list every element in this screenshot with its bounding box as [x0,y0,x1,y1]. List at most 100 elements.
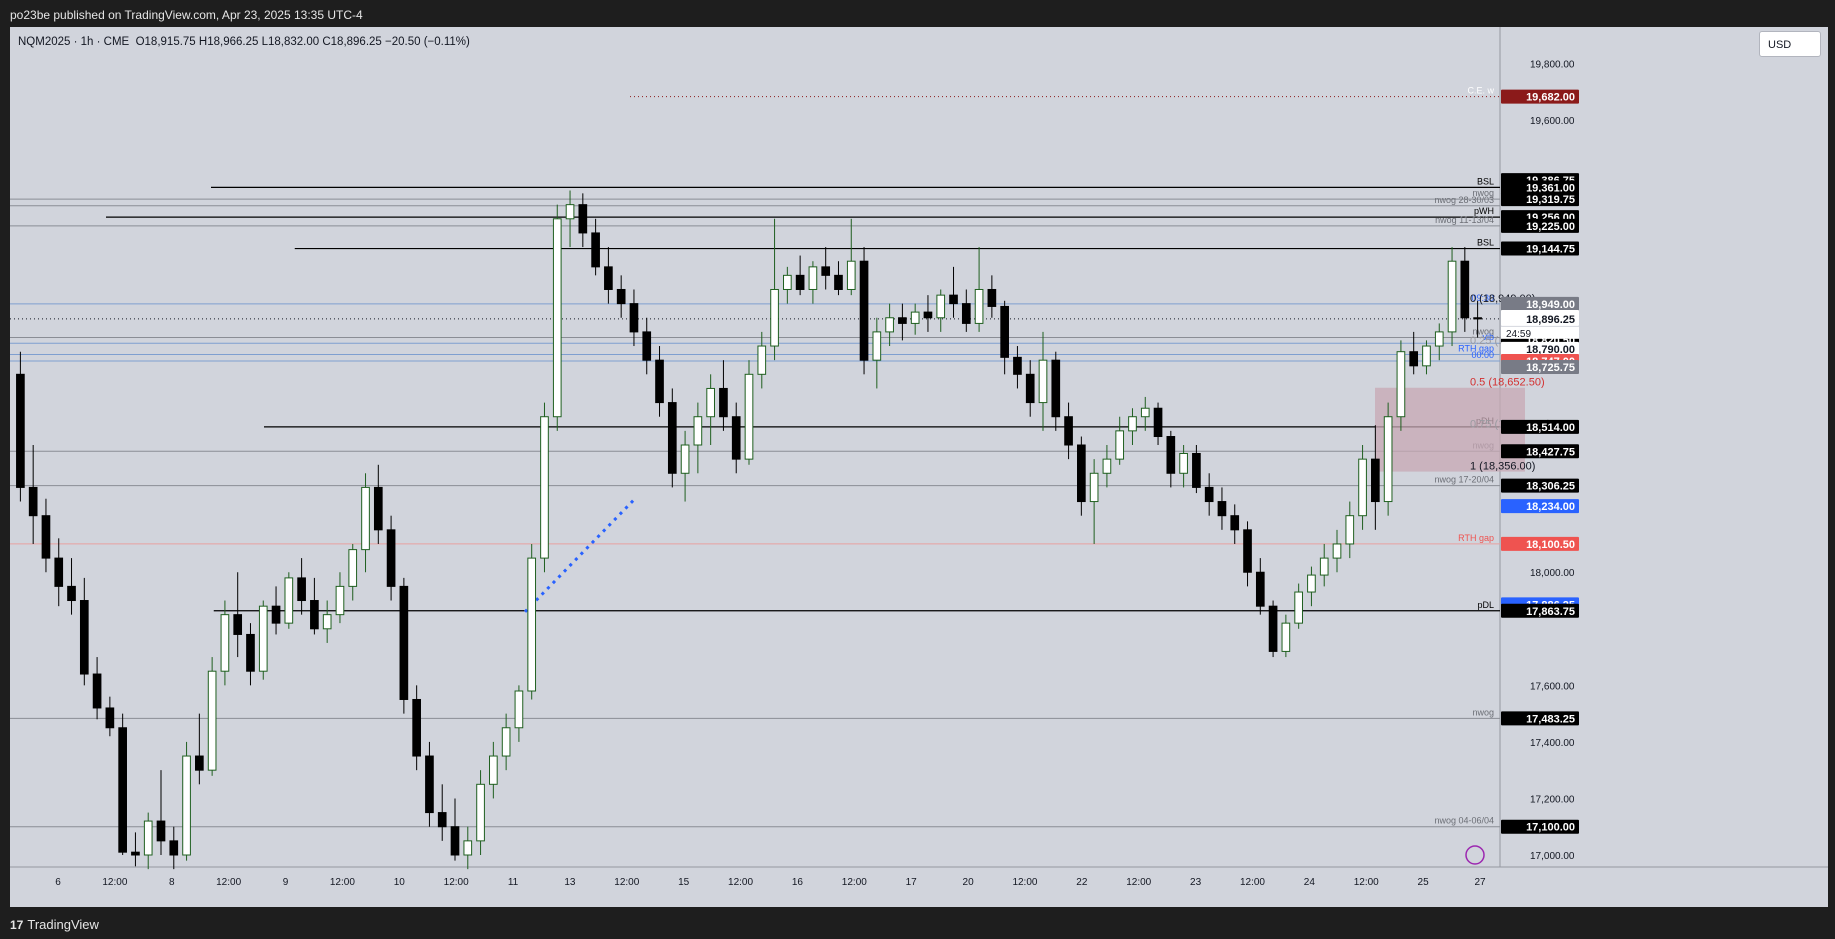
candle-body[interactable] [770,288,779,347]
candle-body[interactable] [667,402,677,474]
candle-body[interactable] [1447,260,1457,333]
price-chart[interactable]: 19,800.00 19,600.00 18,000.00 17,600.00 17,4… [10,27,1828,907]
candle-body[interactable] [1166,436,1176,474]
candle-body[interactable] [552,218,562,418]
candle-body[interactable] [1383,416,1393,503]
candle-body[interactable] [1064,416,1073,446]
candle-body[interactable] [79,600,89,675]
candle-body[interactable] [629,303,639,333]
candle-body[interactable] [1013,356,1022,375]
candle-body[interactable] [501,727,511,757]
candle-body[interactable] [578,204,588,234]
candle-body[interactable] [220,614,230,672]
candle-body[interactable] [1025,373,1035,404]
candle-body[interactable] [936,294,946,319]
price-axis[interactable] [1500,27,1828,907]
candle-body[interactable] [680,444,690,474]
candle-body[interactable] [949,294,958,305]
candle-body[interactable] [527,557,537,692]
candle-body[interactable] [795,274,805,290]
candle-body[interactable] [373,486,383,531]
candle-body[interactable] [834,274,843,290]
candle-body[interactable] [297,577,306,602]
candle-body[interactable] [1396,351,1406,418]
candle-body[interactable] [1192,452,1201,488]
candle-body[interactable] [1115,430,1125,460]
candle-body[interactable] [910,311,920,324]
candle-body[interactable] [706,387,715,418]
candle-body[interactable] [258,605,268,672]
candle-body[interactable] [425,755,434,814]
candle-body[interactable] [616,288,626,305]
candle-body[interactable] [143,820,153,856]
candle-body[interactable] [67,585,76,602]
candle-body[interactable] [1434,331,1444,347]
candle-body[interactable] [105,707,115,729]
candle-body[interactable] [41,515,51,559]
candle-body[interactable] [16,373,25,488]
candle-body[interactable] [1294,591,1303,624]
candle-body[interactable] [642,331,652,361]
chart-area[interactable]: 19,800.00 19,600.00 18,000.00 17,600.00 17,4… [10,27,1828,907]
candle-body[interactable] [1268,605,1278,652]
candle-body[interactable] [169,840,179,856]
candle-body[interactable] [386,529,396,587]
tradingview-logo[interactable]: 17 TradingView [10,917,99,932]
candle-body[interactable] [156,820,166,842]
candle-body[interactable] [783,274,792,290]
candle-body[interactable] [859,260,869,361]
candle-body[interactable] [412,698,421,757]
candle-body[interactable] [399,585,409,700]
candle-body[interactable] [1243,529,1252,573]
candle-body[interactable] [361,486,370,551]
candle-body[interactable] [437,812,447,828]
candle-body[interactable] [271,605,281,624]
candle-body[interactable] [207,670,217,771]
lightning-icon[interactable] [1465,845,1485,865]
candle-body[interactable] [1153,407,1163,438]
candle-body[interactable] [846,260,856,290]
candle-body[interactable] [757,345,767,375]
candle-body[interactable] [335,585,345,616]
candle-body[interactable] [28,486,38,517]
candle-body[interactable] [898,317,907,324]
candle-body[interactable] [310,600,319,630]
candle-body[interactable] [1332,543,1342,559]
symbol-name[interactable]: NQM2025 · 1h · CME [18,36,130,48]
candle-body[interactable] [1217,501,1227,517]
candle-body[interactable] [131,851,140,856]
candle-body[interactable] [923,311,933,319]
candle-body[interactable] [693,416,703,446]
candle-body[interactable] [719,387,728,418]
candle-body[interactable] [808,266,818,290]
candle-body[interactable] [1255,571,1265,607]
candle-body[interactable] [322,614,332,630]
candle-body[interactable] [1371,458,1380,503]
candle-body[interactable] [1179,452,1188,474]
candle-body[interactable] [974,288,984,324]
candle-body[interactable] [1038,359,1048,404]
candle-body[interactable] [284,577,294,624]
candle-body[interactable] [885,317,894,333]
candle-body[interactable] [655,359,664,404]
candle-body[interactable] [872,331,882,361]
candle-body[interactable] [1230,515,1240,531]
candle-body[interactable] [1128,416,1137,432]
candle-body[interactable] [1140,407,1150,418]
candle-body[interactable] [489,755,498,785]
candle-body[interactable] [1460,260,1470,319]
candle-body[interactable] [1102,458,1112,474]
candle-body[interactable] [450,826,460,856]
currency-button[interactable]: USD [1759,31,1821,57]
candle-body[interactable] [1204,486,1214,503]
dotted-trendline[interactable] [523,497,637,613]
candle-body[interactable] [591,232,600,268]
candle-body[interactable] [744,373,754,460]
candle-body[interactable] [821,266,831,276]
candle-body[interactable] [1077,444,1086,503]
candle-body[interactable] [182,755,191,856]
candle-body[interactable] [540,416,549,559]
candle-body[interactable] [476,783,485,842]
candle-body[interactable] [92,673,102,709]
candle-body[interactable] [246,633,255,672]
